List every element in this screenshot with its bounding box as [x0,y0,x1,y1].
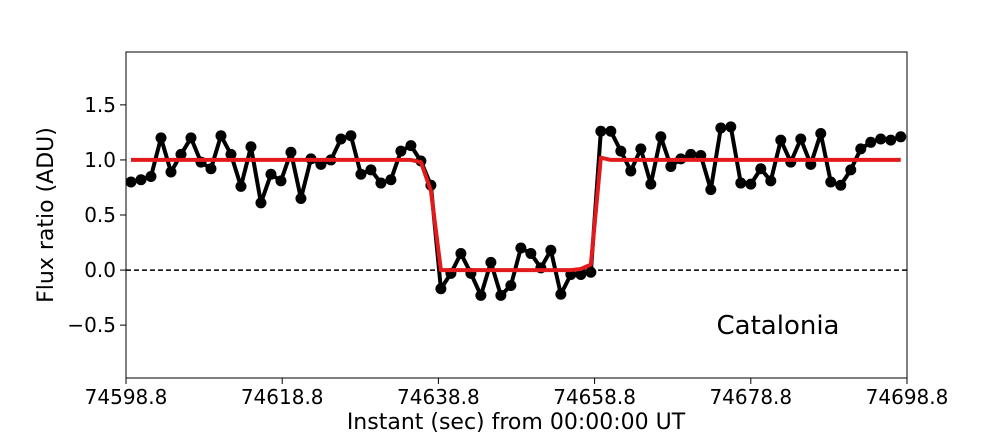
data-point [255,197,267,209]
data-point [395,145,407,157]
data-point [175,148,187,160]
x-tick-label: 74638.8 [397,385,480,409]
data-point [205,163,217,175]
y-axis-label: Flux ratio (ADU) [34,127,59,303]
data-point [515,242,527,254]
data-point [295,192,307,204]
x-tick-label: 74678.8 [709,385,792,409]
data-point [215,130,227,142]
data-point [605,125,617,137]
x-tick-label: 74618.8 [241,385,324,409]
data-point [815,128,827,139]
data-point [705,184,717,196]
data-point [735,177,747,189]
data-point [405,140,417,152]
data-point [755,163,767,175]
y-tick-label: 0.5 [84,203,116,227]
x-tick-label: 74598.8 [85,385,168,409]
data-point [485,256,497,268]
data-point [505,279,517,291]
data-point [145,170,157,182]
data-point [455,248,467,260]
data-point [585,266,597,278]
data-point [875,133,887,145]
data-point [825,176,837,188]
data-point [665,161,677,173]
data-point [655,131,667,143]
data-point [845,164,857,176]
data-point [865,136,877,148]
data-point [285,146,297,158]
data-point [635,143,647,155]
data-point [645,178,657,190]
plot-area [126,121,907,301]
data-point [435,283,447,295]
data-point [365,164,377,176]
data-point [265,168,277,180]
data-point [375,177,387,189]
data-point [685,148,697,160]
data-point [885,134,897,146]
data-point [545,244,557,256]
data-point [155,132,167,144]
data-point [855,143,867,155]
data-point [775,134,787,146]
data-point [355,168,367,180]
y-tick-label: 1.0 [84,148,116,172]
data-point [225,148,237,160]
data-point [495,289,507,301]
data-point [625,165,637,177]
series-line [130,124,902,298]
data-point [555,288,567,300]
y-tick-label: 1.5 [84,93,116,117]
data-point [745,178,757,190]
data-point [185,132,197,144]
annotation: Catalonia [717,311,840,341]
series-line [130,155,901,273]
data-point [126,176,137,188]
data-point [715,122,727,134]
data-point [725,121,737,133]
data-point [615,145,627,157]
data-point [835,179,847,191]
data-point [895,131,907,143]
data-point [335,133,347,145]
data-point [795,133,807,145]
data-point [235,180,247,192]
data-point [595,125,607,137]
y-tick-label: 0.0 [84,258,116,282]
data-point [385,174,397,186]
x-tick-label: 74658.8 [553,385,636,409]
data-point [245,141,257,153]
y-tick-label: −0.5 [67,313,116,337]
data-point [525,248,537,260]
data-point [165,166,177,178]
x-tick-label: 74698.8 [866,385,949,409]
data-point [275,175,287,187]
data-point [575,268,587,280]
data-point [765,175,777,187]
data-point [135,174,147,186]
x-axis-label: Instant (sec) from 00:00:00 UT [347,410,686,432]
data-point [345,130,357,142]
data-point [475,289,487,301]
